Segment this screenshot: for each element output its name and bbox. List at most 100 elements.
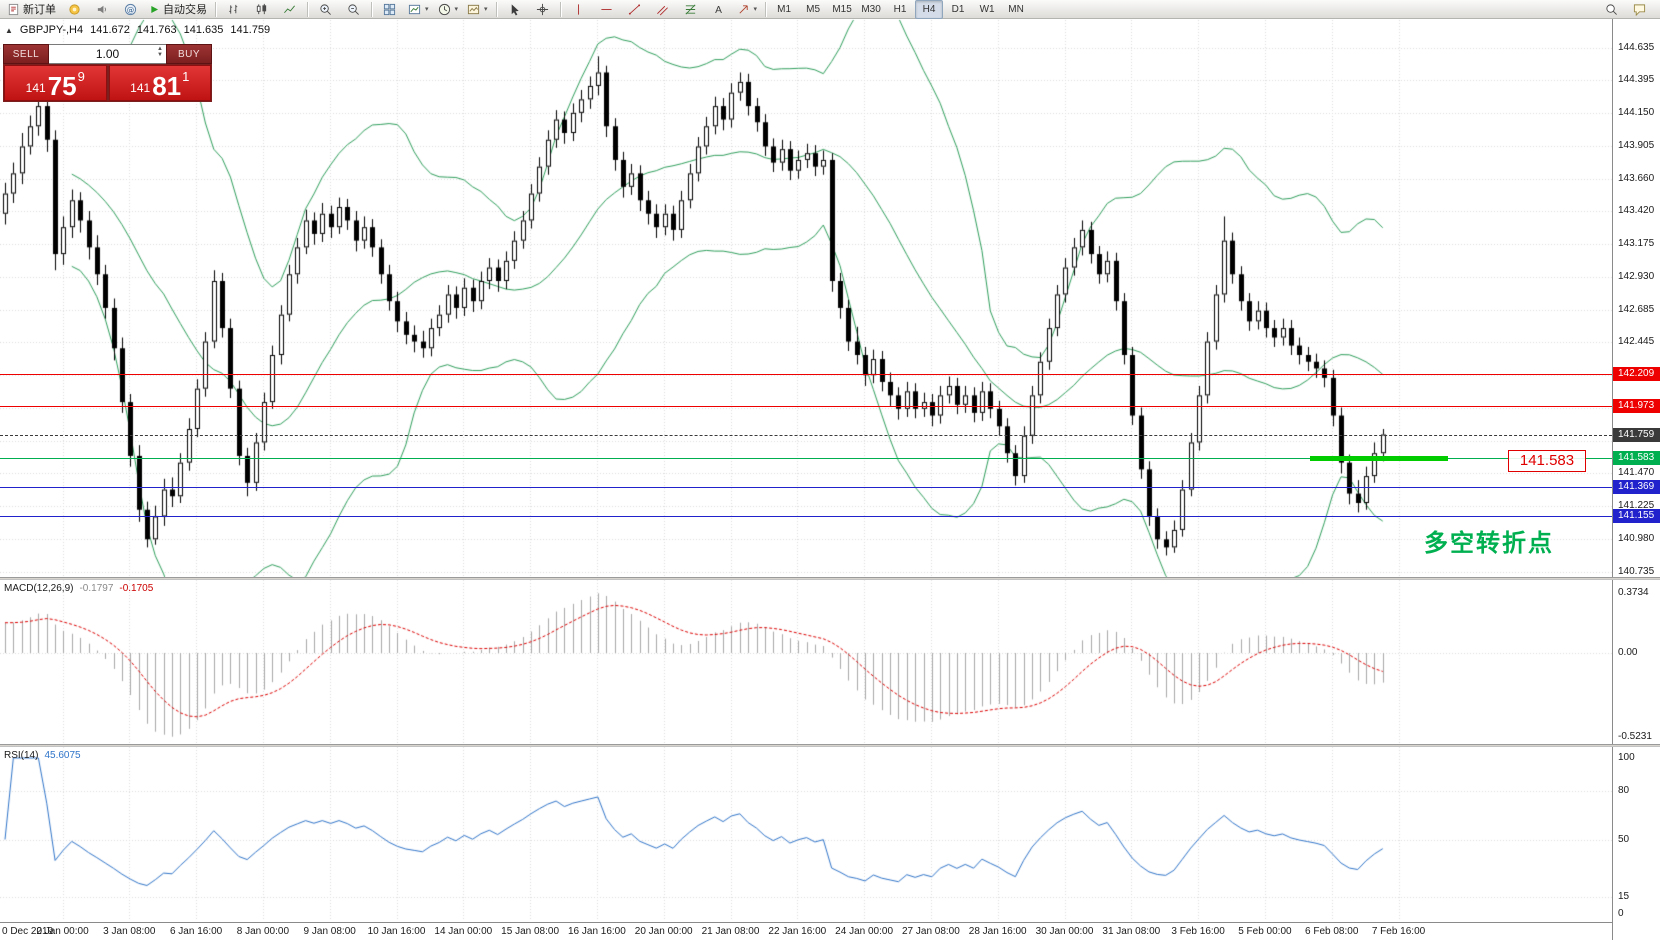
order-controls-row: SELL 1.00 ▲ ▼ BUY <box>3 44 212 64</box>
period-button[interactable]: ▾ <box>434 0 463 19</box>
timeframe-m1-button[interactable]: M1 <box>770 0 798 19</box>
arrows-button[interactable]: ▾ <box>733 0 762 19</box>
news-button[interactable] <box>89 0 116 19</box>
bar-chart-button[interactable] <box>220 0 247 19</box>
template-button[interactable]: ▾ <box>463 0 492 19</box>
button-label: MN <box>1008 3 1024 15</box>
pivot-line-price-tag: 141.583 <box>1613 451 1660 465</box>
cursor-icon <box>508 3 521 16</box>
one-click-toggle-icon[interactable]: ▲ <box>5 25 13 35</box>
one-click-trading-panel: SELL 1.00 ▲ ▼ BUY 141 75 9 141 81 1 <box>3 44 212 102</box>
spinner-up-icon[interactable]: ▲ <box>157 46 163 52</box>
new-chart-button[interactable]: ▾ <box>404 0 433 19</box>
timeframe-d1-button[interactable]: D1 <box>944 0 972 19</box>
timeframe-h1-button[interactable]: H1 <box>886 0 914 19</box>
timeframe-w1-button[interactable]: W1 <box>973 0 1001 19</box>
channel-button[interactable] <box>649 0 676 19</box>
candlestick-chart-icon <box>255 3 268 16</box>
support-line-2-price-tag: 141.155 <box>1613 509 1660 523</box>
time-axis-label: 15 Jan 08:00 <box>501 926 560 937</box>
pivot-line[interactable] <box>0 458 1612 459</box>
news-icon <box>96 3 109 16</box>
text-icon: A <box>712 3 725 16</box>
button-label: 新订单 <box>23 4 56 16</box>
price-callout-label[interactable]: 141.583 <box>1508 450 1586 472</box>
period-icon <box>438 3 451 16</box>
buy-price-tile[interactable]: 141 81 1 <box>108 65 211 101</box>
timeframe-h4-button[interactable]: H4 <box>915 0 944 19</box>
buy-button[interactable]: BUY <box>166 44 212 64</box>
support-line-1[interactable] <box>0 487 1612 488</box>
rsi-scale-label: 0 <box>1618 908 1624 919</box>
dropdown-arrow-icon[interactable]: ▾ <box>484 6 488 13</box>
timeframe-m30-button[interactable]: M30 <box>857 0 885 19</box>
zoom-out-button[interactable] <box>340 0 367 19</box>
support-line-2[interactable] <box>0 516 1612 517</box>
time-axis[interactable]: 0 Dec 2019 2 Jan 00:00 3 Jan 08:00 6 Jan 16… <box>0 922 1612 940</box>
bid-price-line-price-tag: 141.759 <box>1613 428 1660 442</box>
pivot-trendline-segment[interactable] <box>1310 456 1448 461</box>
toolbar-separator <box>371 1 372 17</box>
svg-text:@: @ <box>127 5 134 14</box>
horizontal-line-button[interactable] <box>593 0 620 19</box>
chat-button[interactable] <box>1626 0 1653 19</box>
time-axis-label: 9 Jan 08:00 <box>303 926 356 937</box>
chart-high-value: 141.763 <box>136 24 177 36</box>
volume-value: 1.00 <box>95 47 120 61</box>
vertical-line-icon <box>572 3 585 16</box>
price-axis[interactable]: 144.635 144.395 144.150 143.905 143.660 143.4… <box>1612 19 1660 940</box>
toolbar-separator <box>307 1 308 17</box>
zoom-in-button[interactable] <box>312 0 339 19</box>
panel-splitter-macd-rsi[interactable] <box>0 744 1660 747</box>
channel-icon <box>656 3 669 16</box>
resistance-line-2-price-tag: 141.973 <box>1613 399 1660 413</box>
price-axis-label: 143.905 <box>1618 140 1655 151</box>
arrows-icon <box>737 3 750 16</box>
rsi-name: RSI(14) <box>4 750 39 761</box>
resistance-line-1[interactable] <box>0 374 1612 375</box>
tile-windows-button[interactable] <box>376 0 403 19</box>
timeframe-mn-button[interactable]: MN <box>1002 0 1030 19</box>
candlestick-chart-button[interactable] <box>248 0 275 19</box>
new-order-button[interactable]: 新订单 <box>3 0 60 19</box>
pivot-annotation-text[interactable]: 多空转折点 <box>1424 530 1554 557</box>
svg-text:A: A <box>715 5 722 16</box>
text-button[interactable]: A <box>705 0 732 19</box>
chart-close-value: 141.759 <box>230 24 271 36</box>
volume-field[interactable]: 1.00 ▲ ▼ <box>49 44 166 64</box>
fibonacci-button[interactable] <box>677 0 704 19</box>
spinner-down-icon[interactable]: ▼ <box>157 52 163 58</box>
metaeditor-button[interactable] <box>61 0 88 19</box>
trendline-button[interactable] <box>621 0 648 19</box>
sell-button[interactable]: SELL <box>3 44 49 64</box>
vertical-line-button[interactable] <box>565 0 592 19</box>
dropdown-arrow-icon[interactable]: ▾ <box>753 6 758 13</box>
volume-spinner[interactable]: ▲ ▼ <box>157 46 163 58</box>
macd-name: MACD(12,26,9) <box>4 583 74 594</box>
price-axis-label: 144.635 <box>1618 42 1655 53</box>
button-label: M1 <box>777 3 792 15</box>
cursor-button[interactable] <box>501 0 528 19</box>
toolbar-separator <box>559 1 561 17</box>
chat-icon <box>1633 3 1646 16</box>
time-axis-label: 6 Jan 16:00 <box>169 926 223 937</box>
sell-price-tile[interactable]: 141 75 9 <box>4 65 107 101</box>
timeframe-m5-button[interactable]: M5 <box>799 0 827 19</box>
bid-price-line[interactable] <box>0 435 1612 436</box>
search-button[interactable] <box>1598 0 1625 19</box>
line-chart-button[interactable] <box>276 0 303 19</box>
timeframe-m15-button[interactable]: M15 <box>828 0 856 19</box>
dropdown-arrow-icon[interactable]: ▾ <box>425 6 429 13</box>
button-label: H4 <box>922 3 936 15</box>
zoom-in-icon <box>319 3 332 16</box>
community-button[interactable]: @ <box>117 0 144 19</box>
toolbar-separator <box>215 1 216 17</box>
crosshair-button[interactable] <box>529 0 556 19</box>
dropdown-arrow-icon[interactable]: ▾ <box>454 6 459 13</box>
time-axis-label: 30 Jan 00:00 <box>1035 926 1094 937</box>
autotrading-button[interactable]: 自动交易 <box>145 0 211 19</box>
panel-splitter-main-macd[interactable] <box>0 577 1660 580</box>
resistance-line-2[interactable] <box>0 406 1612 407</box>
